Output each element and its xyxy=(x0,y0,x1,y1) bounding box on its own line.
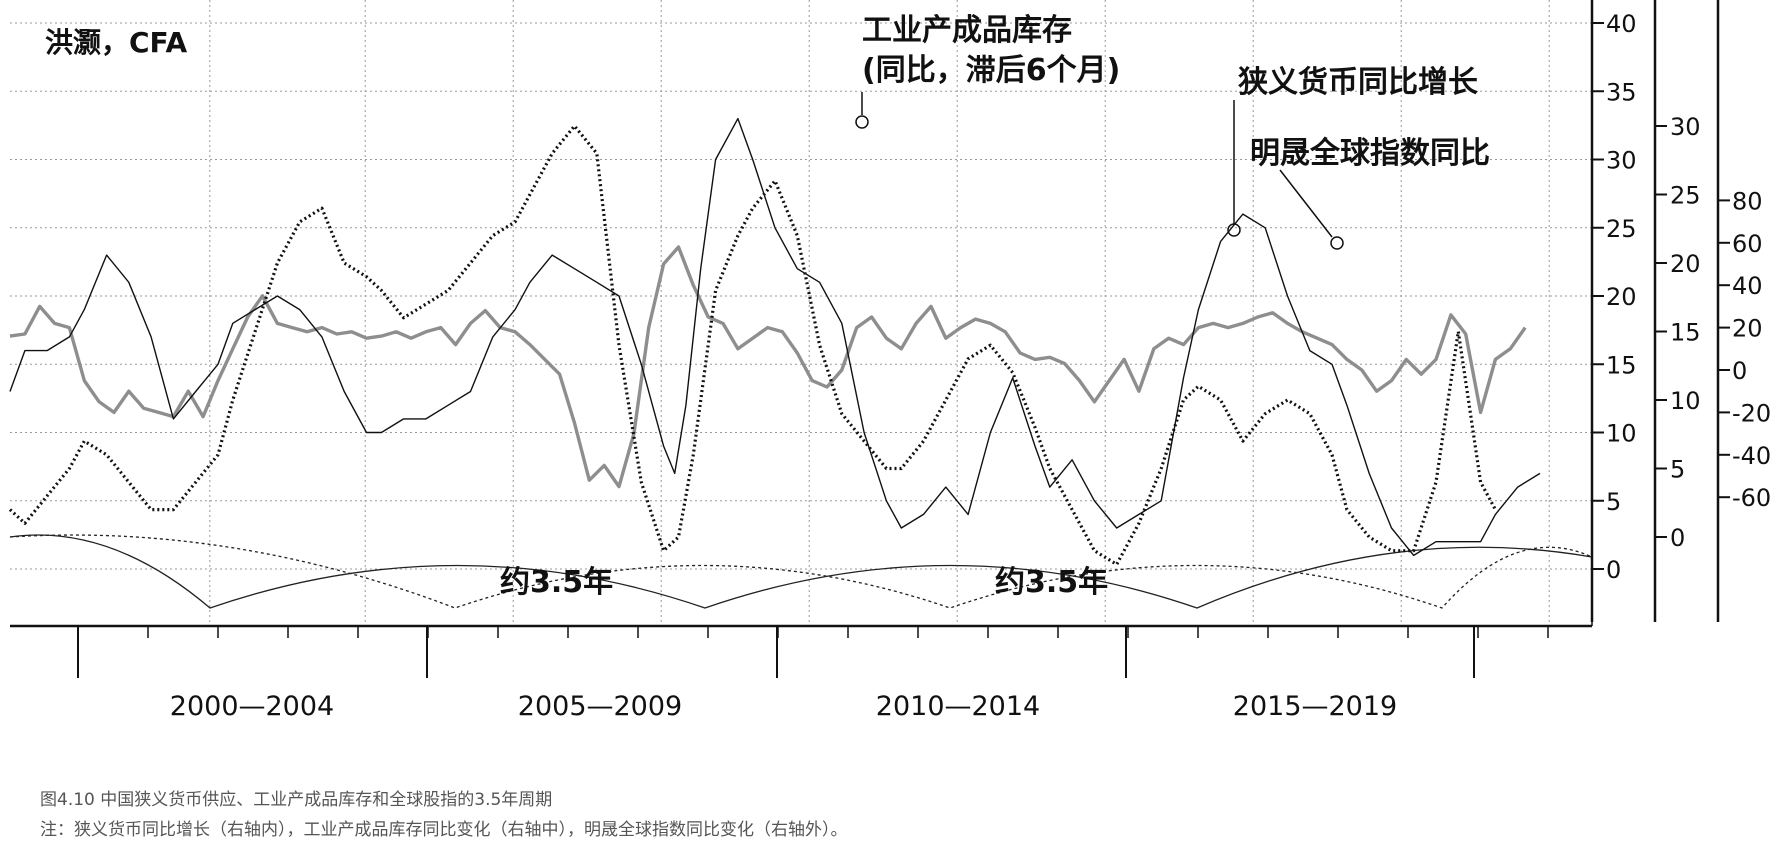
figure-caption: 图4.10 中国狭义货币供应、工业产成品库存和全球股指的3.5年周期 xyxy=(40,790,553,810)
series-inventory-line xyxy=(8,124,1497,567)
axis-tick-label: 30 xyxy=(1670,113,1701,141)
inventory-annotation-line1: 工业产成品库存 xyxy=(862,13,1072,48)
msci-pointer xyxy=(1279,169,1333,238)
axis-tick-label: 35 xyxy=(1606,78,1637,106)
period-label: 2000—2004 xyxy=(170,691,334,722)
series-m1-line xyxy=(9,117,1541,557)
right-axis-inner: 0 5 10 15 20 25 30 35 40 xyxy=(1590,0,1637,622)
msci-marker xyxy=(1330,236,1344,250)
axis-tick-label: 5 xyxy=(1606,488,1621,516)
axis-tick-label: 5 xyxy=(1670,456,1685,484)
axis-tick-label: 10 xyxy=(1670,387,1701,415)
cycle-arc-dotted xyxy=(9,534,1593,609)
cycle-label-2: 约3.5年 xyxy=(995,565,1108,600)
axis-tick-label: 0 xyxy=(1670,524,1685,552)
period-labels: 2000—2004 2005—2009 2010—2014 2015—2019 xyxy=(170,691,1397,722)
axis-tick-label: -60 xyxy=(1732,484,1771,512)
axis-tick-label: -40 xyxy=(1732,442,1771,470)
cycle-arcs xyxy=(9,534,1593,609)
axis-tick-label: 15 xyxy=(1606,351,1637,379)
period-label: 2015—2019 xyxy=(1233,691,1397,722)
axis-tick-label: 30 xyxy=(1606,147,1637,175)
axis-tick-label: 40 xyxy=(1606,10,1637,38)
gridlines xyxy=(10,0,1592,626)
m1-marker xyxy=(1227,223,1241,237)
period-label: 2005—2009 xyxy=(518,691,682,722)
axis-tick-label: -20 xyxy=(1732,399,1771,427)
source-label: 洪灏，CFA xyxy=(45,26,187,59)
cycle-label-1: 约3.5年 xyxy=(500,565,613,600)
axis-tick-label: 15 xyxy=(1670,319,1701,347)
axis-tick-label: 80 xyxy=(1732,187,1763,215)
axis-tick-label: 40 xyxy=(1732,272,1763,300)
right-axis-outer: -60 -40 -20 0 20 40 60 80 xyxy=(1716,0,1771,622)
right-axis-middle: 0 5 10 15 20 25 30 xyxy=(1653,0,1701,622)
x-axis-ticks xyxy=(77,626,1549,678)
axis-tick-label: 10 xyxy=(1606,420,1637,448)
axis-tick-label: 60 xyxy=(1732,230,1763,258)
inventory-annotation-line2: (同比，滞后6个月) xyxy=(862,53,1120,88)
axis-tick-label: 20 xyxy=(1732,315,1763,343)
series-msci-line xyxy=(9,245,1527,489)
figure-note: 注：狭义货币同比增长（右轴内），工业产成品库存同比变化（右轴中），明晟全球指数同… xyxy=(40,820,848,840)
m1-annotation: 狭义货币同比增长 xyxy=(1237,65,1478,100)
cycle-arc-solid xyxy=(9,534,1593,609)
axis-tick-label: 25 xyxy=(1606,215,1637,243)
axis-tick-label: 20 xyxy=(1606,283,1637,311)
inventory-marker xyxy=(855,115,869,129)
axis-tick-label: 0 xyxy=(1732,357,1747,385)
msci-annotation: 明晟全球指数同比 xyxy=(1250,136,1490,171)
axis-tick-label: 25 xyxy=(1670,182,1701,210)
axis-tick-label: 0 xyxy=(1606,556,1621,584)
chart-annotations: 洪灏，CFA 工业产成品库存 (同比，滞后6个月) 狭义货币同比增长 明晟全球指… xyxy=(45,13,1490,600)
axis-tick-label: 20 xyxy=(1670,250,1701,278)
series-lines xyxy=(8,117,1541,567)
period-label: 2010—2014 xyxy=(876,691,1040,722)
